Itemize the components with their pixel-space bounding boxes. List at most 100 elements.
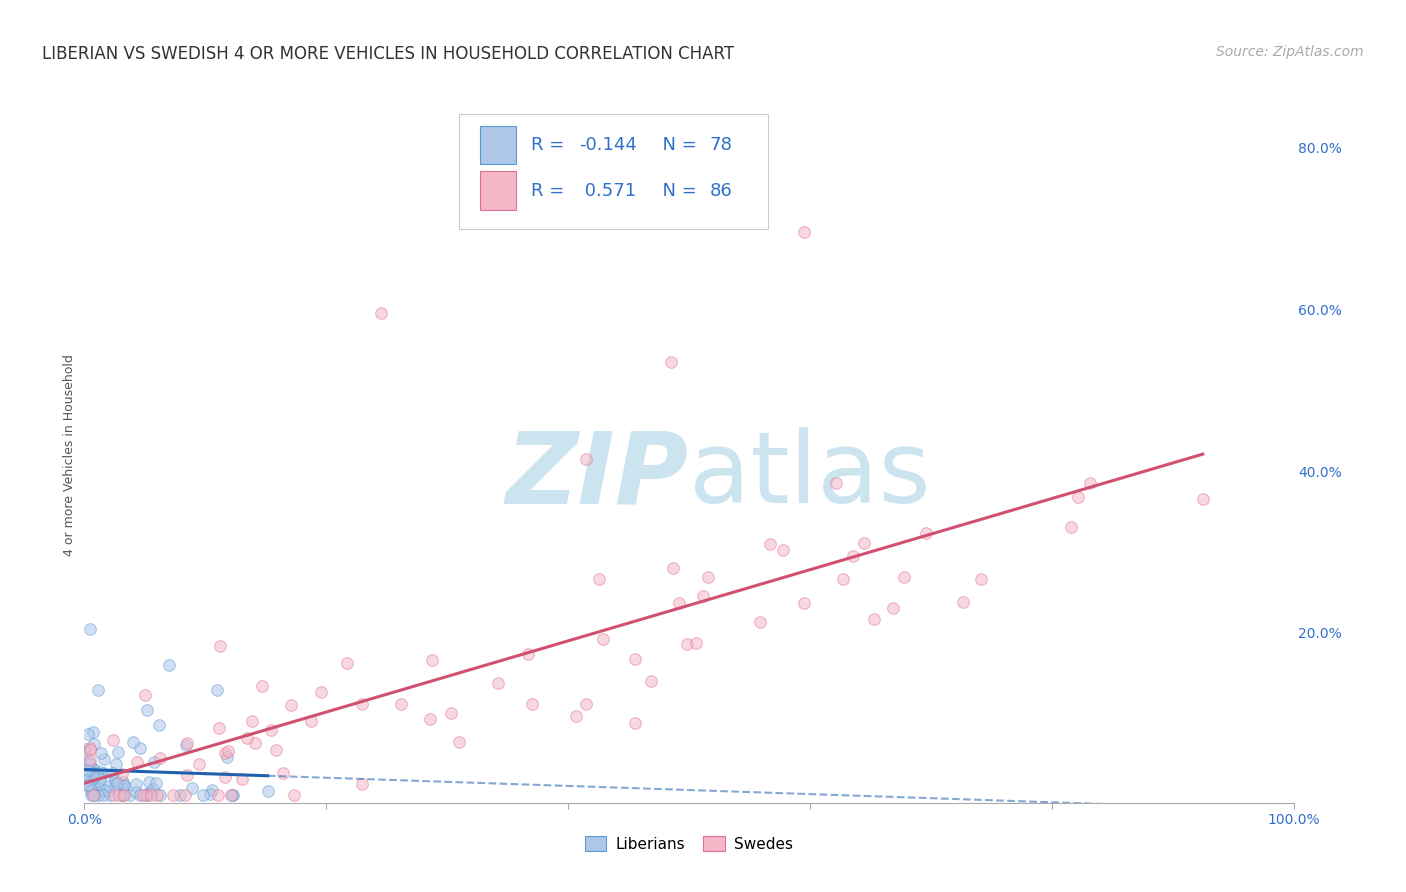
Point [575, 697, 598, 711]
Point [370, 306, 392, 320]
FancyBboxPatch shape [460, 114, 768, 229]
Text: N =: N = [651, 182, 703, 200]
Point [588, 573, 610, 587]
Point [82, 725, 104, 739]
Point [73, 745, 96, 759]
Point [83, 770, 105, 784]
Point [449, 734, 471, 748]
Text: LIBERIAN VS SWEDISH 4 OR MORE VEHICLES IN HOUSEHOLD CORRELATION CHART: LIBERIAN VS SWEDISH 4 OR MORE VEHICLES I… [42, 45, 734, 62]
Point [221, 788, 243, 802]
Point [125, 777, 148, 791]
Point [256, 784, 278, 798]
Point [624, 716, 647, 731]
Point [139, 788, 162, 802]
Point [389, 697, 412, 711]
Text: 78: 78 [710, 136, 733, 154]
Point [125, 785, 148, 799]
Point [103, 788, 125, 802]
Point [893, 569, 915, 583]
Point [148, 717, 170, 731]
Point [82, 783, 104, 797]
Point [662, 561, 685, 575]
Point [132, 788, 155, 802]
Point [93, 752, 115, 766]
Point [1192, 492, 1215, 507]
Point [970, 573, 993, 587]
Point [77, 726, 100, 740]
Point [191, 788, 214, 802]
Point [111, 788, 134, 802]
Point [217, 744, 239, 758]
Point [134, 688, 156, 702]
Point [82, 788, 104, 802]
Point [87, 788, 110, 802]
Point [80, 763, 103, 777]
Point [623, 651, 645, 665]
Point [697, 569, 720, 583]
Point [200, 787, 222, 801]
Point [309, 685, 332, 699]
Point [75, 766, 97, 780]
Text: atlas: atlas [689, 427, 931, 524]
Point [685, 635, 707, 649]
Point [112, 780, 135, 794]
Point [83, 788, 105, 802]
Point [486, 676, 509, 690]
Point [176, 768, 198, 782]
Point [75, 775, 97, 789]
Point [260, 723, 283, 737]
Point [108, 788, 131, 802]
Point [104, 756, 127, 771]
Point [76, 763, 98, 777]
Text: Source: ZipAtlas.com: Source: ZipAtlas.com [1216, 45, 1364, 59]
Text: ZIP: ZIP [506, 427, 689, 524]
Point [1060, 519, 1083, 533]
Point [149, 751, 172, 765]
Point [90, 747, 112, 761]
Point [352, 697, 374, 711]
Point [231, 772, 253, 786]
Point [98, 788, 121, 802]
Point [91, 788, 114, 802]
Point [111, 767, 134, 781]
Point [135, 703, 157, 717]
Point [882, 601, 904, 615]
Point [94, 783, 117, 797]
Point [842, 549, 865, 563]
Point [863, 612, 886, 626]
Point [83, 762, 105, 776]
Point [120, 788, 142, 802]
Point [219, 788, 242, 802]
Point [832, 573, 855, 587]
FancyBboxPatch shape [479, 126, 516, 164]
Point [89, 764, 111, 779]
Point [176, 736, 198, 750]
Point [174, 738, 197, 752]
Point [668, 597, 690, 611]
Point [952, 595, 974, 609]
Point [174, 788, 197, 802]
Point [640, 673, 662, 688]
Point [575, 452, 598, 467]
Point [214, 747, 236, 761]
Point [207, 788, 229, 802]
Point [676, 637, 699, 651]
Point [76, 778, 98, 792]
Point [111, 788, 134, 802]
Point [104, 773, 127, 788]
Point [104, 774, 127, 789]
Point [77, 755, 100, 769]
Point [93, 766, 115, 780]
Point [107, 776, 129, 790]
Point [692, 589, 714, 603]
Point [111, 780, 134, 795]
Point [128, 788, 150, 802]
Point [266, 743, 288, 757]
Point [112, 788, 135, 802]
Point [107, 745, 129, 759]
Point [420, 653, 443, 667]
Y-axis label: 4 or more Vehicles in Household: 4 or more Vehicles in Household [63, 354, 76, 556]
Point [793, 226, 815, 240]
Point [149, 788, 172, 802]
Point [517, 647, 540, 661]
